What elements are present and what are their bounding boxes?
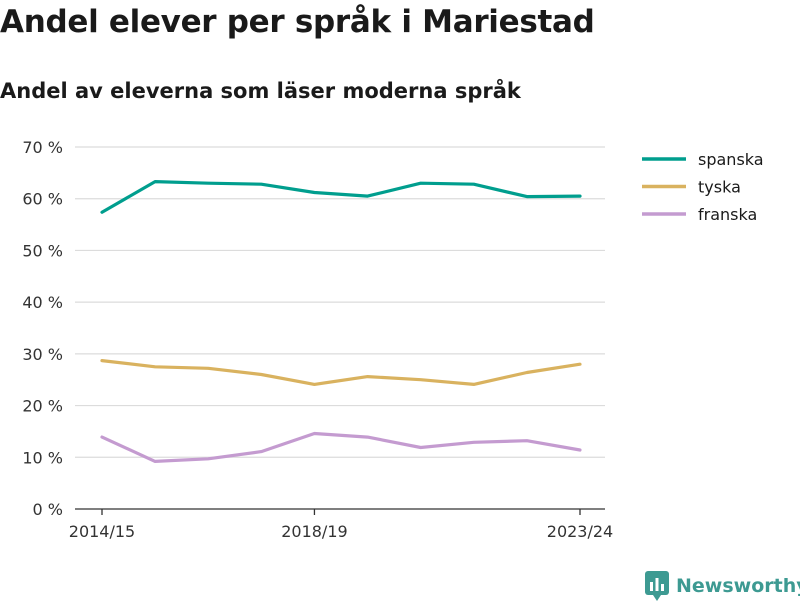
series-line-spanska [100,180,582,214]
newsworthy-logo-icon [645,570,669,601]
legend: spanska tyska franska [642,150,764,224]
x-tick-label: 2018/19 [281,522,347,541]
series-lines [100,180,582,463]
y-tick-label: 70 % [22,138,63,157]
y-tick-label: 50 % [22,241,63,260]
y-tick-label: 40 % [22,293,63,312]
y-tick-label: 30 % [22,345,63,364]
legend-label-franska: franska [698,205,757,224]
grid-lines [75,146,605,458]
brand-name: Newsworthy [676,575,800,597]
y-tick-label: 0 % [33,500,63,519]
legend-label-spanska: spanska [698,150,764,169]
series-line-franska [100,431,582,463]
newsworthy-brand: Newsworthy [645,570,800,602]
x-axis: 2014/15 2018/19 2023/24 [69,508,613,541]
y-tick-label: 20 % [22,397,63,416]
x-tick-label: 2014/15 [69,522,135,541]
x-tick-label: 2023/24 [547,522,613,541]
y-tick-label: 10 % [22,448,63,467]
chart-subtitle: Andel av eleverna som läser moderna språ… [0,79,521,103]
legend-label-tyska: tyska [698,178,741,197]
y-axis: 0 % 10 % 20 % 30 % 40 % 50 % 60 % 70 % [22,138,63,519]
chart-title: Andel elever per språk i Mariestad [0,4,595,40]
y-tick-label: 60 % [22,190,63,209]
series-line-tyska [100,359,582,386]
